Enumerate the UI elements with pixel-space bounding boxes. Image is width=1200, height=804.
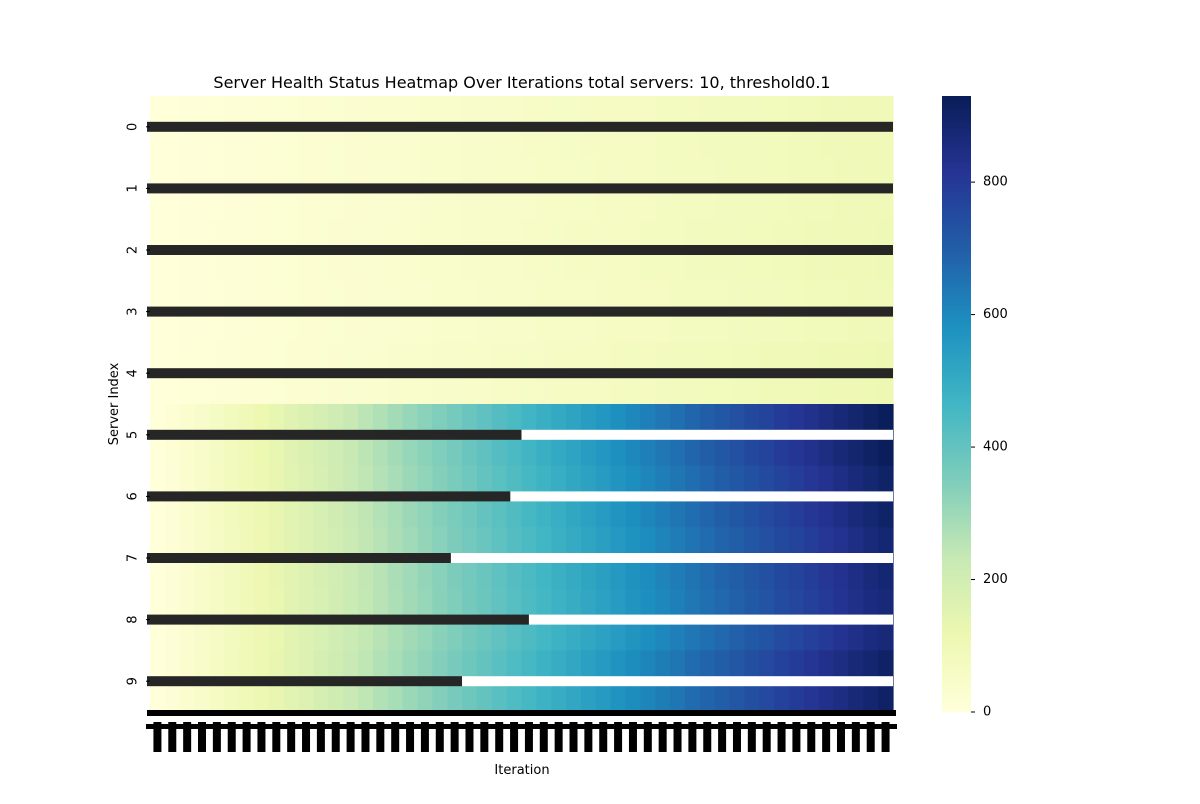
x-tick-label bbox=[732, 722, 741, 752]
x-tick-label bbox=[554, 722, 563, 752]
annotation-bar bbox=[147, 614, 529, 625]
x-tick-label bbox=[146, 724, 897, 729]
x-tick-label bbox=[599, 722, 608, 752]
x-tick-label bbox=[406, 722, 415, 752]
annotation-bars bbox=[147, 121, 896, 716]
x-tick-label bbox=[153, 722, 162, 752]
annotation-bar bbox=[147, 306, 893, 317]
x-tick-label bbox=[302, 722, 311, 752]
colorbar-tick-label: 800 bbox=[983, 175, 1008, 190]
annotation-bar bbox=[147, 429, 522, 440]
x-tick-label bbox=[643, 722, 652, 752]
x-tick-label bbox=[807, 722, 816, 752]
annotation-bar bbox=[147, 183, 893, 194]
x-tick-label bbox=[584, 722, 593, 752]
x-tick-label bbox=[287, 722, 296, 752]
x-tick-label bbox=[361, 722, 370, 752]
x-tick-label bbox=[272, 722, 281, 752]
chart-title: Server Health Status Heatmap Over Iterat… bbox=[213, 73, 830, 92]
y-tick-label: 4 bbox=[126, 369, 141, 377]
y-tick-label: 5 bbox=[126, 431, 141, 439]
annotation-gap bbox=[528, 614, 893, 625]
colorbar-tick-label: 0 bbox=[983, 705, 991, 720]
x-tick-label bbox=[480, 722, 489, 752]
x-tick-label bbox=[198, 722, 207, 752]
annotation-gap bbox=[510, 491, 893, 502]
y-tick-label: 0 bbox=[126, 123, 141, 131]
y-tick-label: 8 bbox=[126, 615, 141, 623]
x-tick-label bbox=[391, 722, 400, 752]
x-tick-label bbox=[851, 722, 860, 752]
annotation-gap bbox=[521, 429, 893, 440]
annotation-bar bbox=[147, 121, 893, 132]
x-tick-label bbox=[792, 722, 801, 752]
colorbar bbox=[942, 96, 971, 712]
x-tick-label bbox=[465, 722, 474, 752]
x-tick-band bbox=[147, 710, 896, 716]
x-tick-label bbox=[628, 722, 637, 752]
x-tick-label bbox=[747, 722, 756, 752]
x-tick-label bbox=[822, 722, 831, 752]
y-axis-ticks: 0 1 2 3 4 5 6 7 8 9 bbox=[126, 123, 150, 685]
x-tick-label bbox=[539, 722, 548, 752]
annotation-gap bbox=[450, 553, 893, 563]
x-tick-label bbox=[569, 722, 578, 752]
x-tick-label bbox=[227, 722, 236, 752]
x-tick-label bbox=[703, 722, 712, 752]
colorbar-tick-label: 600 bbox=[983, 307, 1008, 322]
x-tick-label bbox=[212, 722, 221, 752]
x-tick-label bbox=[183, 722, 192, 752]
y-tick-label: 3 bbox=[126, 307, 141, 315]
y-tick-label: 6 bbox=[126, 492, 141, 500]
x-tick-label bbox=[420, 722, 429, 752]
x-tick-label bbox=[524, 722, 533, 752]
y-tick-label: 2 bbox=[126, 246, 141, 254]
x-tick-label bbox=[658, 722, 667, 752]
annotation-bar bbox=[147, 491, 511, 502]
y-tick-label: 9 bbox=[126, 677, 141, 685]
y-axis-label: Server Index bbox=[107, 362, 122, 445]
x-tick-label bbox=[376, 722, 385, 752]
x-tick-label bbox=[762, 722, 771, 752]
annotation-bar bbox=[147, 245, 893, 255]
annotation-bar bbox=[147, 553, 451, 563]
x-tick-label bbox=[866, 722, 875, 752]
x-tick-label bbox=[331, 722, 340, 752]
x-axis-label: Iteration bbox=[494, 763, 549, 778]
x-tick-label bbox=[718, 722, 727, 752]
x-tick-label bbox=[257, 722, 266, 752]
x-tick-label bbox=[836, 722, 845, 752]
colorbar-tick-label: 400 bbox=[983, 440, 1008, 455]
x-tick-label bbox=[316, 722, 325, 752]
x-tick-label bbox=[435, 722, 444, 752]
y-tick-label: 7 bbox=[126, 554, 141, 562]
x-tick-label bbox=[614, 722, 623, 752]
x-tick-label bbox=[450, 722, 459, 752]
x-tick-label bbox=[495, 722, 504, 752]
annotation-bar bbox=[147, 676, 463, 687]
colorbar-ticks: 0 200 400 600 800 bbox=[971, 175, 1008, 720]
x-tick-label bbox=[688, 722, 697, 752]
x-tick-label bbox=[242, 722, 251, 752]
annotation-bar bbox=[147, 368, 893, 379]
x-tick-label bbox=[168, 722, 177, 752]
colorbar-tick-label: 200 bbox=[983, 572, 1008, 587]
y-tick-label: 1 bbox=[126, 184, 141, 192]
x-tick-label bbox=[510, 722, 519, 752]
x-tick-label bbox=[673, 722, 682, 752]
x-tick-label bbox=[777, 722, 786, 752]
annotation-gap bbox=[462, 676, 893, 687]
x-axis-ticks bbox=[146, 722, 897, 752]
x-tick-label bbox=[881, 722, 890, 752]
x-tick-label bbox=[346, 722, 355, 752]
